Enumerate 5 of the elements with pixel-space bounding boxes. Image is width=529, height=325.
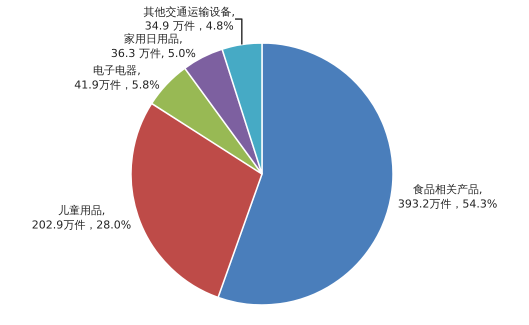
slice-label: 电子电器, 41.9万件，5.8% <box>74 64 160 92</box>
slice-label: 食品相关产品, 393.2万件，54.3% <box>398 183 498 210</box>
slice-label: 其他交通运输设备, 34.9 万件，4.8% <box>144 5 236 33</box>
slice-label: 儿童用品, 202.9万件，28.0% <box>32 204 132 232</box>
slice-label: 家用日用品, 36.3 万件, 5.0% <box>110 32 196 60</box>
